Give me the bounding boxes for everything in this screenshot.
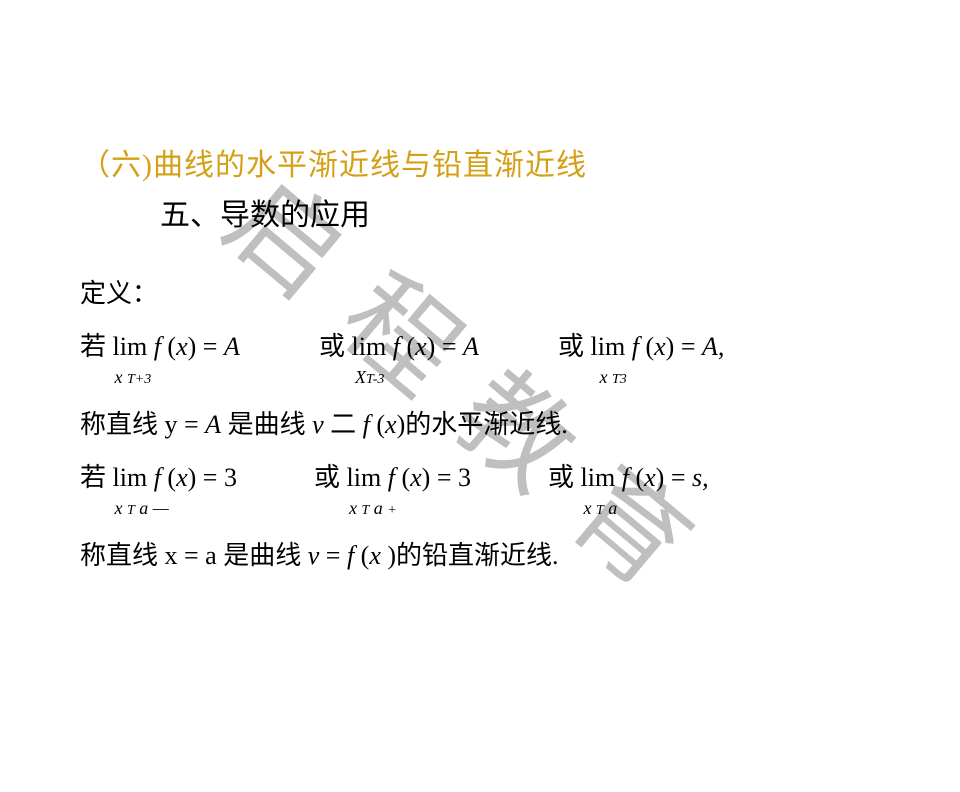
line3-lim3: lim bbox=[581, 463, 616, 492]
line1-main: 若 lim f (x) = A 或 lim f (x) = A 或 lim f … bbox=[80, 327, 880, 366]
line1-or1: 或 bbox=[319, 332, 352, 361]
line1-lim1: lim bbox=[113, 332, 148, 361]
line3-pre: 若 bbox=[80, 463, 113, 492]
section-heading: （六)曲线的水平渐近线与铅直渐近线 bbox=[80, 140, 880, 184]
line1-lim3: lim bbox=[591, 332, 626, 361]
line3-or2: 或 bbox=[548, 463, 581, 492]
line3-lim2: lim bbox=[347, 463, 382, 492]
line3-or1: 或 bbox=[314, 463, 347, 492]
line1-pre: 若 bbox=[80, 332, 113, 361]
line1-sub3: x T3 bbox=[600, 367, 627, 387]
slide-content: （六)曲线的水平渐近线与铅直渐近线 五、导数的应用 定义： 若 lim f (x… bbox=[80, 140, 880, 579]
line1-or2: 或 bbox=[558, 332, 591, 361]
line2: 称直线 y = A 是曲线 v 二 f (x)的水平渐近线. bbox=[80, 405, 880, 444]
line3-main: 若 lim f (x) = 3 或 lim f (x) = 3 或 lim f … bbox=[80, 458, 880, 497]
line3-sub: x T a — x T a + x T a bbox=[80, 495, 880, 522]
line1-sub1: x T+3 bbox=[115, 364, 351, 391]
line1-lim2: lim bbox=[352, 332, 387, 361]
line3-sub2: x T a + bbox=[349, 495, 579, 522]
line1-sub: x T+3 XT-3 x T3 bbox=[80, 364, 880, 391]
line3-sub1: x T a — bbox=[115, 495, 345, 522]
line3-lim1: lim bbox=[113, 463, 148, 492]
line3-sub3: x T a bbox=[584, 498, 618, 518]
line1-sub2: XT-3 bbox=[355, 364, 595, 391]
line4: 称直线 x = a 是曲线 v = f (x )的铅直渐近线. bbox=[80, 536, 880, 575]
definition-label: 定义： bbox=[80, 274, 880, 313]
chapter-heading: 五、导数的应用 bbox=[160, 190, 880, 234]
